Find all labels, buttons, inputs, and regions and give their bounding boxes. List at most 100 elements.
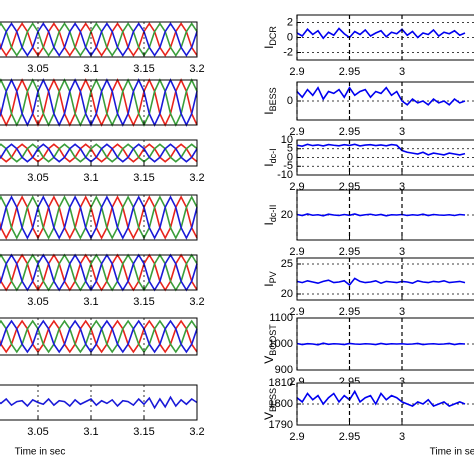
y-tick-label: 10 [281,134,293,146]
x-tick-label: 3 [399,126,405,138]
x-tick-label: 3.2 [189,296,204,308]
axes-border [0,254,198,291]
axes-border [0,317,198,356]
y-label-sub: BOOST [268,324,278,356]
axes-border [0,79,198,126]
x-tick-label: 3.15 [133,63,154,75]
axes-frame [296,382,474,426]
y-tick-label: 20 [281,209,293,221]
axes-border [296,81,474,121]
axes-border [296,382,474,426]
x-tick-label: 3 [399,306,405,318]
x-tick-label: 3.1 [83,172,98,184]
series-line [0,143,198,163]
y-tick-label: 1000 [269,338,293,350]
y-tick-label: 1810 [269,377,293,389]
series-line [296,86,466,106]
x-tick-label: 2.95 [339,306,360,318]
y-axis-label: IDCR [262,26,278,49]
x-tick-label: 3.05 [27,426,48,438]
y-label-main: I [262,46,276,49]
y-axis-label: Idc-I [262,148,278,166]
x-tick-label: 3.2 [189,172,204,184]
x-tick-label: 3.1 [83,426,98,438]
x-axis-label: Time in sec [15,447,66,458]
x-tick-label: 3.05 [27,63,48,75]
series-line [0,22,198,57]
axes-border [0,194,198,241]
y-axis-label: Idc-II [262,205,278,226]
y-tick-label: -5 [283,160,293,172]
y-label-sub: dc-I [268,148,278,163]
series-line [296,143,466,156]
x-tick-label: 3.15 [133,172,154,184]
x-tick-label: 2.9 [289,126,304,138]
axes-border [0,139,198,167]
x-tick-label: 3 [399,181,405,193]
axes-border [296,14,474,61]
y-tick-label: 25 [281,258,293,270]
x-tick-label: 3 [399,246,405,258]
x-tick-label: 3 [399,66,405,78]
x-tick-label: 3.05 [27,172,48,184]
x-tick-label: 3.05 [27,296,48,308]
y-tick-label: 1100 [269,312,293,324]
y-label-main: V [262,356,276,364]
axes-border [296,257,474,301]
y-axis-label: IPV [262,271,278,286]
y-tick-label: 900 [275,364,293,376]
y-tick-label: 1790 [269,419,293,431]
x-tick-label: 2.9 [289,306,304,318]
x-tick-label: 3.2 [189,63,204,75]
axes-border [296,189,474,241]
y-label-sub: BESS [268,87,278,111]
axes-border [0,21,198,58]
x-tick-label: 2.95 [339,66,360,78]
x-tick-label: 2.9 [289,246,304,258]
y-label-main: I [262,163,276,166]
y-axis-label: VBESS [262,388,278,420]
axes-border [296,139,474,176]
series-line [296,389,466,408]
y-label-sub: PV [268,271,278,283]
axes-border [296,317,474,371]
series-line [296,213,466,217]
y-label-sub: BESS [268,388,278,412]
x-tick-label: 3.2 [189,426,204,438]
y-tick-label: 1800 [269,398,293,410]
y-tick-label: 0 [287,31,293,43]
series-line [296,342,466,346]
x-tick-label: 2.9 [289,66,304,78]
y-label-sub: dc-II [268,205,278,223]
x-tick-label: 3.1 [83,63,98,75]
y-axis-label: VBOOST [262,324,278,364]
axes-border [0,384,198,421]
x-tick-label: 3 [399,431,405,443]
y-tick-label: -10 [277,169,293,181]
x-tick-label: 3 [399,376,405,388]
series-line [296,277,466,287]
series-line [0,195,198,240]
y-tick-label: 5 [287,143,293,155]
y-tick-label: 0 [287,95,293,107]
y-axis-label: IBESS [262,87,278,114]
y-label-sub: DCR [268,26,278,46]
x-tick-label: 2.95 [339,431,360,443]
series-line [0,395,198,410]
y-label-main: V [262,412,276,420]
y-tick-label: 2 [287,16,293,28]
x-tick-label: 3.1 [83,296,98,308]
y-label-main: I [262,111,276,114]
x-tick-label: 3.15 [133,296,154,308]
y-tick-label: -2 [283,46,293,58]
y-label-main: I [262,283,276,286]
x-tick-label: 2.9 [289,431,304,443]
x-axis-label: Time in sec [430,447,474,458]
series-line [296,27,466,40]
y-label-main: I [262,222,276,225]
x-tick-label: 3.15 [133,426,154,438]
series-line [0,253,198,292]
x-tick-label: 2.95 [339,126,360,138]
